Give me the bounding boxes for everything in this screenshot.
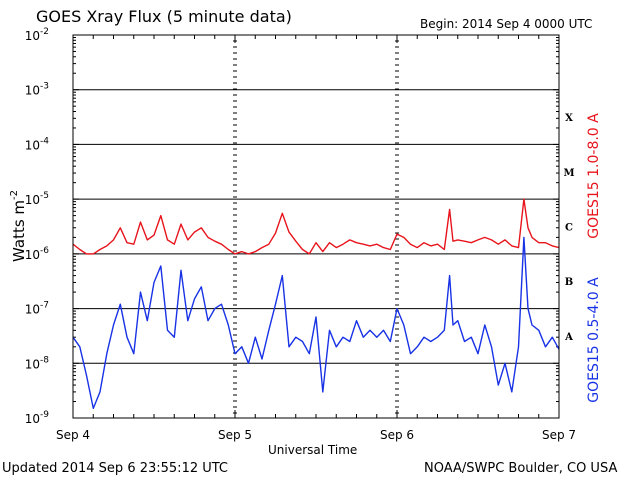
flare-class-m: M [563,168,574,179]
y-tick-label: 10-7 [25,301,49,317]
flare-class-x: X [565,113,573,124]
credit-label: NOAA/SWPC Boulder, CO USA [424,461,618,476]
decade-gridlines [73,89,559,364]
plot-frame [72,34,560,419]
axis-ticks [72,34,560,419]
chart-title: GOES Xray Flux (5 minute data) [36,7,292,26]
x-tick-labels: Sep 4 Sep 5 Sep 6 Sep 7 [56,428,576,442]
begin-time-label: Begin: 2014 Sep 4 0000 UTC [420,17,593,31]
x-tick-label: Sep 6 [380,428,414,442]
legend-short-channel: GOES15 0.5-4.0 A [586,277,602,403]
y-tick-label: 10-3 [25,82,49,98]
y-tick-labels: 10-9 10-8 10-7 10-6 10-5 10-4 10-3 10-2 [25,27,50,426]
updated-timestamp: Updated 2014 Sep 6 23:55:12 UTC [2,461,229,476]
y-tick-label: 10-8 [25,355,50,371]
x-tick-label: Sep 5 [218,428,252,442]
flare-class-a: A [564,332,573,343]
flare-class-c: C [565,223,573,234]
flare-class-b: B [565,277,573,288]
x-tick-label: Sep 4 [56,428,90,442]
flux-series [72,198,560,410]
y-tick-label: 10-6 [25,246,50,262]
series-long-line [72,198,560,255]
flare-class-labels: X M C B A [563,113,574,343]
x-axis-title: Universal Time [268,443,358,457]
y-tick-label: 10-5 [25,191,49,207]
y-tick-label: 10-2 [25,27,49,43]
y-axis-title: Watts m-2 [9,190,28,262]
y-tick-label: 10-9 [25,410,50,426]
y-tick-label: 10-4 [25,136,50,152]
legend-long-channel: GOES15 1.0-8.0 A [586,113,602,239]
x-tick-label: Sep 7 [542,428,576,442]
series-short-line [72,236,560,410]
